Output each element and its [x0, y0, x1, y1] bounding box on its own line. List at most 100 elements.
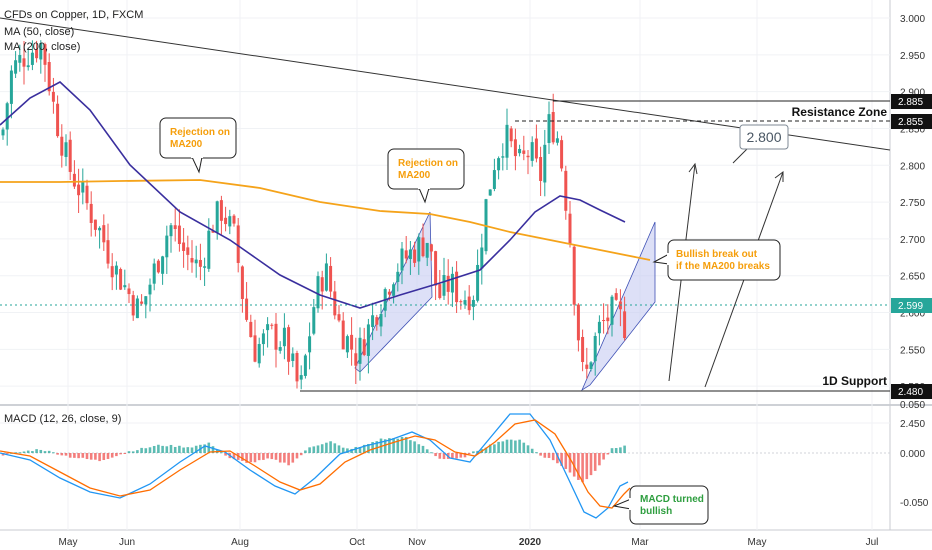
- time-tick: Aug: [231, 537, 249, 548]
- macd-pane[interactable]: [0, 406, 890, 530]
- price-axis[interactable]: 3.000 2.950 2.900 2.850 2.800 2.750 2.700 2.650…: [900, 14, 925, 430]
- candle-body: [161, 256, 165, 274]
- ma50-legend[interactable]: MA (50, close): [4, 26, 74, 38]
- macd-hist-bar: [316, 445, 320, 453]
- macd-hist-bar: [14, 452, 17, 454]
- macd-hist-bar: [211, 446, 215, 453]
- candle-body: [144, 296, 148, 305]
- macd-tick: -0.050: [900, 498, 929, 509]
- price-tag-bg: [891, 94, 932, 109]
- candle-body: [375, 317, 379, 325]
- macd-hist-bar: [291, 453, 295, 463]
- macd-hist-bar: [173, 446, 177, 453]
- candle-body: [358, 337, 362, 364]
- annotation-macd-bullish[interactable]: MACD turned bullish: [612, 485, 709, 525]
- candle-body: [597, 321, 601, 334]
- macd-line: [0, 413, 629, 519]
- macd-hist-bar: [89, 453, 93, 460]
- macd-hist-bar: [560, 453, 563, 466]
- price-tick: 2.950: [900, 51, 925, 62]
- macd-hist-bar: [593, 453, 597, 471]
- macd-hist-bar: [47, 450, 51, 453]
- annotation-line-1: Rejection on: [398, 158, 458, 169]
- candle-body: [350, 334, 354, 350]
- target-label: 2.800: [746, 129, 781, 145]
- macd-hist-bar: [388, 438, 391, 453]
- resistance-zone-label: Resistance Zone: [792, 105, 888, 119]
- target-callout-box[interactable]: [739, 124, 789, 150]
- macd-hist-bar: [379, 438, 383, 453]
- candle-body: [77, 184, 81, 196]
- macd-hist-bar: [182, 447, 185, 453]
- candle-body: [102, 225, 106, 243]
- macd-hist-bar: [329, 441, 332, 453]
- macd-hist-bar: [249, 453, 253, 463]
- macd-hist-bar: [190, 447, 194, 453]
- macd-hist-bar: [157, 444, 160, 453]
- macd-hist-bar: [39, 449, 43, 453]
- candle-body: [14, 60, 18, 74]
- price-tick: 2.550: [900, 345, 925, 356]
- candle-body: [245, 298, 249, 320]
- macd-hist-bar: [64, 453, 68, 456]
- macd-hist-bar: [220, 452, 223, 454]
- time-tick: May: [59, 537, 78, 548]
- macd-hist-bar: [136, 450, 139, 453]
- candle-body: [148, 284, 152, 295]
- macd-hist-bar: [392, 438, 395, 453]
- macd-tick: 0.000: [900, 449, 925, 460]
- candle-body: [438, 284, 442, 298]
- macd-hist-bar: [102, 453, 106, 461]
- candle-body: [518, 148, 522, 154]
- macd-hist-bar: [539, 453, 542, 456]
- macd-hist-bar: [396, 438, 400, 453]
- macd-hist-bar: [551, 453, 555, 461]
- annotation-rejection-2[interactable]: Rejection on MA200: [387, 148, 465, 204]
- candle-body: [299, 375, 303, 380]
- candle-body: [182, 242, 186, 251]
- price-tag-support: 2.480: [891, 384, 932, 399]
- candle-body: [463, 300, 467, 305]
- candle-body: [127, 288, 131, 295]
- annotation-rejection-1[interactable]: Rejection on MA200: [159, 117, 237, 174]
- annotation-line-1: Bullish break out: [676, 249, 758, 260]
- candle-body: [119, 269, 123, 290]
- macd-hist-bar: [610, 448, 614, 453]
- candle-body: [64, 142, 68, 157]
- macd-hist-bar: [417, 444, 421, 453]
- candle-body: [190, 258, 194, 263]
- macd-hist-bar: [152, 445, 156, 453]
- candle-body: [215, 201, 219, 233]
- candle-body: [110, 266, 114, 278]
- macd-hist-bar: [421, 445, 425, 453]
- candle-body: [429, 244, 433, 252]
- macd-hist-bar: [564, 453, 568, 469]
- macd-hist-bar: [56, 453, 59, 455]
- ma200-legend[interactable]: MA (200, close): [4, 41, 80, 53]
- macd-hist-bar: [203, 444, 206, 453]
- price-tick: 3.000: [900, 14, 925, 25]
- candle-body: [320, 277, 324, 292]
- macd-axis[interactable]: 0.050 0.000 -0.050: [900, 400, 929, 509]
- candle-body: [152, 263, 156, 284]
- macd-hist-bar: [514, 440, 517, 453]
- candle-body: [270, 324, 274, 326]
- time-axis[interactable]: May Jun Aug Oct Nov 2020 Mar May Jul: [59, 537, 879, 548]
- candle-body: [47, 62, 51, 92]
- macd-hist-bar: [459, 453, 463, 458]
- macd-hist-bar: [31, 451, 34, 453]
- candle-body: [467, 296, 471, 311]
- candle-body: [240, 266, 244, 300]
- annotation-bullish-breakout[interactable]: Bullish break out if the MA200 breaks: [652, 239, 781, 281]
- candlesticks: [1, 40, 627, 390]
- price-tick: 2.650: [900, 272, 925, 283]
- candle-body: [308, 336, 312, 353]
- macd-hist-bar: [115, 453, 118, 457]
- macd-hist-bar: [614, 448, 618, 453]
- macd-hist-bar: [270, 453, 274, 460]
- macd-legend[interactable]: MACD (12, 26, close, 9): [4, 413, 121, 425]
- candle-body: [9, 70, 13, 104]
- macd-hist-bar: [131, 451, 135, 453]
- macd-hist-bar: [484, 447, 488, 453]
